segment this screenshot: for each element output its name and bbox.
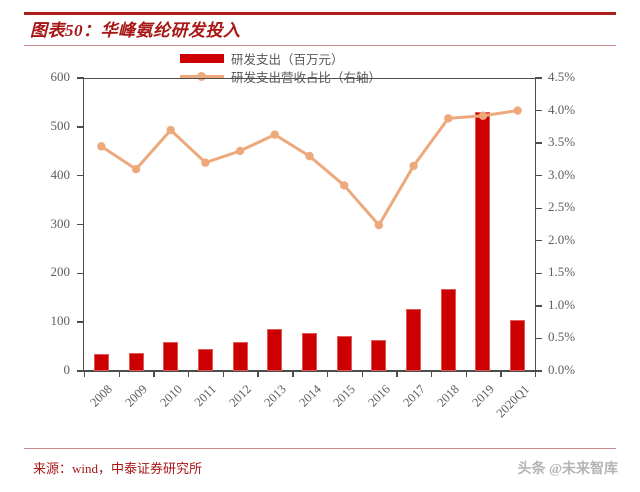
y-axis-left-tick [77,370,84,372]
legend-item-bar: 研发支出（百万元） [180,50,480,67]
x-axis-tick [500,371,502,377]
bar-2011 [197,349,213,371]
bar-2019 [475,112,491,371]
x-axis-tick [292,371,294,377]
title-rule-top [24,12,616,15]
y-axis-right-label: 4.5% [548,69,576,84]
y-axis-left-tick [77,223,84,226]
source-note: 来源：wind，中泰证券研究所 [33,461,203,476]
x-axis-tick [84,371,86,377]
legend-bar-swatch-icon [180,54,224,63]
watermark-label: 头条 @未来智库 [517,462,618,477]
y-axis-left-label: 200 [50,264,71,280]
x-axis-tick [430,371,433,377]
y-axis-right-label: 1.5% [548,264,576,280]
y-axis-left-label: 0 [63,362,71,377]
y-axis-left-label: 500 [50,117,71,133]
footer-rule [24,448,616,449]
y-axis-right-tick [535,174,542,177]
y-axis-left-tick [77,126,84,128]
y-axis-right-label: 3.0% [548,166,576,182]
legend-item-label: 研发支出（百万元） [231,53,344,67]
bar-2013 [267,329,283,371]
y-axis-left-tick [77,272,84,275]
y-axis-right-label: 1.0% [548,296,576,312]
bar-2012 [232,341,248,371]
y-axis-left-label: 300 [50,215,71,231]
page-title: 图表50：华峰氨纶研发投入 [30,21,241,40]
bar-2020Q1 [510,319,526,371]
bar-2015 [336,335,352,371]
y-axis-right-label: 2.0% [548,231,576,247]
x-axis-tick [396,371,398,377]
y-axis-right-tick [535,370,542,372]
bar-2010 [163,341,179,371]
x-axis-tick [222,371,225,377]
x-axis-tick [257,371,259,377]
bar-2014 [302,332,317,371]
legend-line-swatch-icon [180,71,224,82]
x-axis-tick [361,371,363,377]
y-axis-right-tick [535,337,542,340]
x-axis-tick [188,371,190,377]
x-axis-tick [465,371,467,377]
y-axis-right-label: 2.5% [548,199,576,215]
bar-2018 [440,288,456,371]
y-axis-right-tick [535,272,542,275]
y-axis-left-tick [77,174,84,177]
y-axis-right-label: 0.5% [548,329,576,345]
y-axis-right-label: 0.0% [548,362,576,377]
bar-2008 [93,353,109,371]
x-axis-tick [535,371,537,377]
y-axis-left-tick [77,321,84,323]
y-axis-right-label: 4.0% [548,101,576,117]
title-rule-bottom [24,45,616,46]
y-axis-right-tick [535,109,542,112]
y-axis-right-tick [535,305,542,307]
y-axis-right-tick [535,240,542,242]
bar-2017 [406,308,422,371]
y-axis-left-label: 600 [50,69,71,84]
y-axis-left-tick [77,77,84,79]
y-axis-right-tick [535,207,542,209]
x-axis-tick [118,371,121,377]
y-axis-right-tick [535,77,542,79]
y-axis-left-label: 400 [50,166,71,182]
plot-frame [83,78,536,371]
y-axis-right-tick [535,142,542,144]
bar-2009 [128,352,144,371]
x-axis-tick [326,371,329,377]
bar-2016 [371,340,387,371]
y-axis-right-label: 3.5% [548,134,576,150]
y-axis-left-label: 100 [50,313,71,329]
x-axis-tick [153,371,155,377]
